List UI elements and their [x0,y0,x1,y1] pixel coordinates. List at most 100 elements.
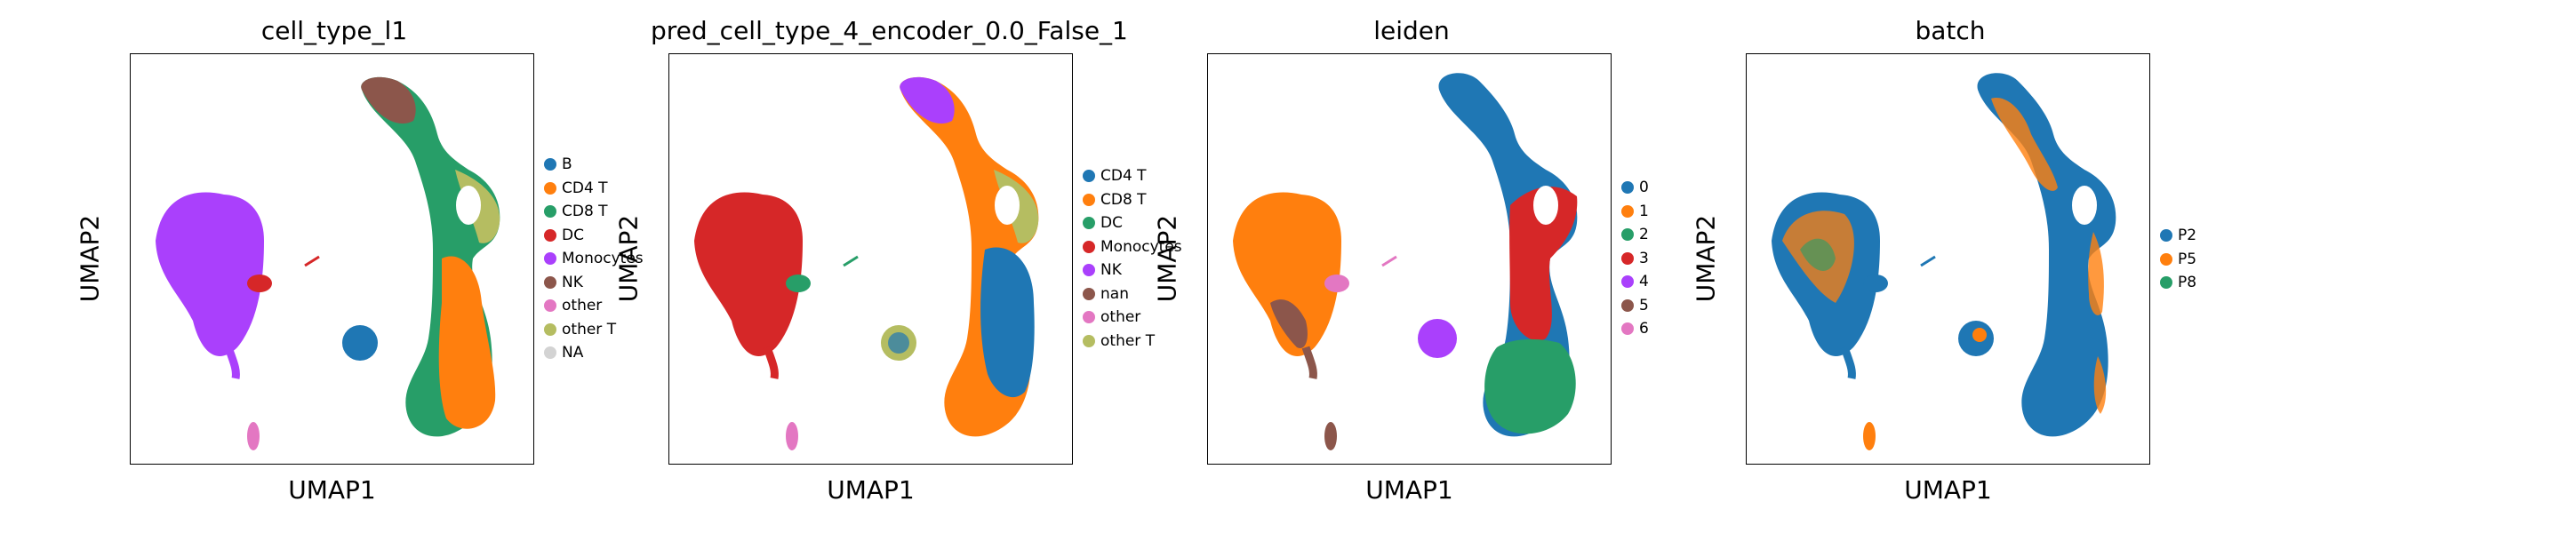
legend-marker [1083,217,1095,230]
legend-label: Monocytes [562,250,644,268]
umap-cluster-dc-small [304,255,320,267]
legend-label: NK [562,273,583,291]
y-axis-label: UMAP2 [1152,214,1182,303]
umap-cluster-mixed-core [888,332,909,354]
legend-marker [544,205,556,219]
legend-item: 2 [1621,223,1649,247]
y-axis-label: UMAP2 [1691,214,1721,303]
umap-p5-region-b [2088,232,2104,315]
legend-label: 5 [1639,296,1649,314]
umap-cluster-3 [1509,187,1578,341]
legend: CD4 T CD8 T DC Monocytes NK nan other ot… [1083,164,1182,353]
umap-cluster-cd4-t [980,247,1035,398]
y-axis-label: UMAP2 [75,214,105,303]
umap-panel-leiden: leiden UMAP1 UMAP2 0 1 2 3 4 5 6 [1153,0,1758,533]
chart-title: cell_type_l1 [260,16,408,45]
legend: P2 P5 P8 [2160,224,2196,295]
umap-cluster-dc [247,274,272,292]
umap-cluster-dc [786,274,811,292]
umap-cluster-nk [361,76,416,124]
legend-marker [1621,204,1634,218]
umap-cluster-other [786,422,798,450]
umap-cluster-6-small [1381,255,1397,267]
legend-item: 0 [1621,176,1649,200]
legend-marker [544,299,556,313]
umap-cluster-cd4-t [438,256,496,429]
legend-label: P8 [2178,274,2197,292]
legend-marker [1621,181,1634,195]
legend-marker [2160,276,2172,290]
legend-marker [2160,252,2172,266]
legend-item: other [544,294,644,318]
umap-cluster-nk [900,76,955,124]
scatter-svg [156,76,500,450]
umap-white-hole [1533,186,1558,225]
x-axis-label: UMAP1 [827,475,915,505]
legend-marker [1083,170,1095,183]
legend-marker [544,158,556,171]
legend-marker [1083,287,1095,300]
legend-item: CD8 T [1083,188,1182,212]
chart-title: pred_cell_type_4_encoder_0.0_False_1 [651,16,1128,45]
legend-item: Monocytes [544,247,644,271]
legend-label: 1 [1639,202,1649,220]
legend-item: other [1083,306,1182,330]
umap-cluster-b [342,325,378,361]
legend-item: P2 [2160,224,2196,248]
legend-marker [544,252,556,266]
legend-marker [1083,311,1095,324]
umap-cluster-monocytes [694,192,803,379]
legend-marker [544,346,556,360]
legend-label: 6 [1639,320,1649,338]
legend-item: CD8 T [544,200,644,224]
y-axis-label: UMAP2 [613,214,644,303]
umap-white-hole [2072,186,2097,225]
legend-label: P2 [2178,227,2197,245]
legend-label: DC [562,226,584,244]
umap-cluster-5 [1270,299,1308,348]
legend-item: other T [544,318,644,342]
legend-item: P5 [2160,248,2196,272]
legend-item: 4 [1621,270,1649,294]
x-axis-label: UMAP1 [1904,475,1992,505]
umap-small-cluster-d [1863,422,1876,450]
chart-title: leiden [1373,16,1450,45]
umap-cluster-1 [1233,192,1341,356]
legend-label: Monocytes [1100,237,1182,256]
legend-label: CD8 T [562,203,608,221]
legend-label: CD4 T [562,179,608,197]
umap-white-hole [995,186,1020,225]
umap-panel-pred-cell-type: pred_cell_type_4_encoder_0.0_False_1 UMA… [614,0,1220,533]
legend-label: other T [1100,331,1156,350]
legend-marker [544,228,556,242]
legend-marker [2160,229,2172,243]
legend-item: 1 [1621,200,1649,224]
legend-item: DC [1083,211,1182,235]
umap-cluster-monocytes [156,192,264,379]
legend-item: Monocytes [1083,235,1182,259]
legend: 0 1 2 3 4 5 6 [1621,176,1649,341]
legend-marker [544,322,556,336]
umap-monocyte-island [1772,192,1880,379]
legend-label: 3 [1639,249,1649,267]
legend-marker [1621,228,1634,242]
legend-marker [1621,251,1634,265]
scatter-plot-area [1207,53,1612,465]
legend-item: B [544,153,644,177]
scatter-plot-area [130,53,534,465]
scatter-svg [694,76,1039,450]
legend-item: NK [544,271,644,295]
chart-title: batch [1915,16,1986,45]
umap-p5-region-a [1991,98,2058,191]
legend-label: NK [1100,261,1122,280]
umap-white-hole [456,186,481,225]
legend-item: CD4 T [544,177,644,201]
umap-cluster-dc-small [843,255,859,267]
umap-cluster-6 [1324,274,1349,292]
legend-item: other T [1083,330,1182,354]
legend-marker [544,181,556,195]
legend-label: CD4 T [1100,167,1147,186]
legend-label: CD8 T [1100,190,1147,209]
scatter-svg [1772,73,2116,450]
legend-label: other [562,297,603,315]
